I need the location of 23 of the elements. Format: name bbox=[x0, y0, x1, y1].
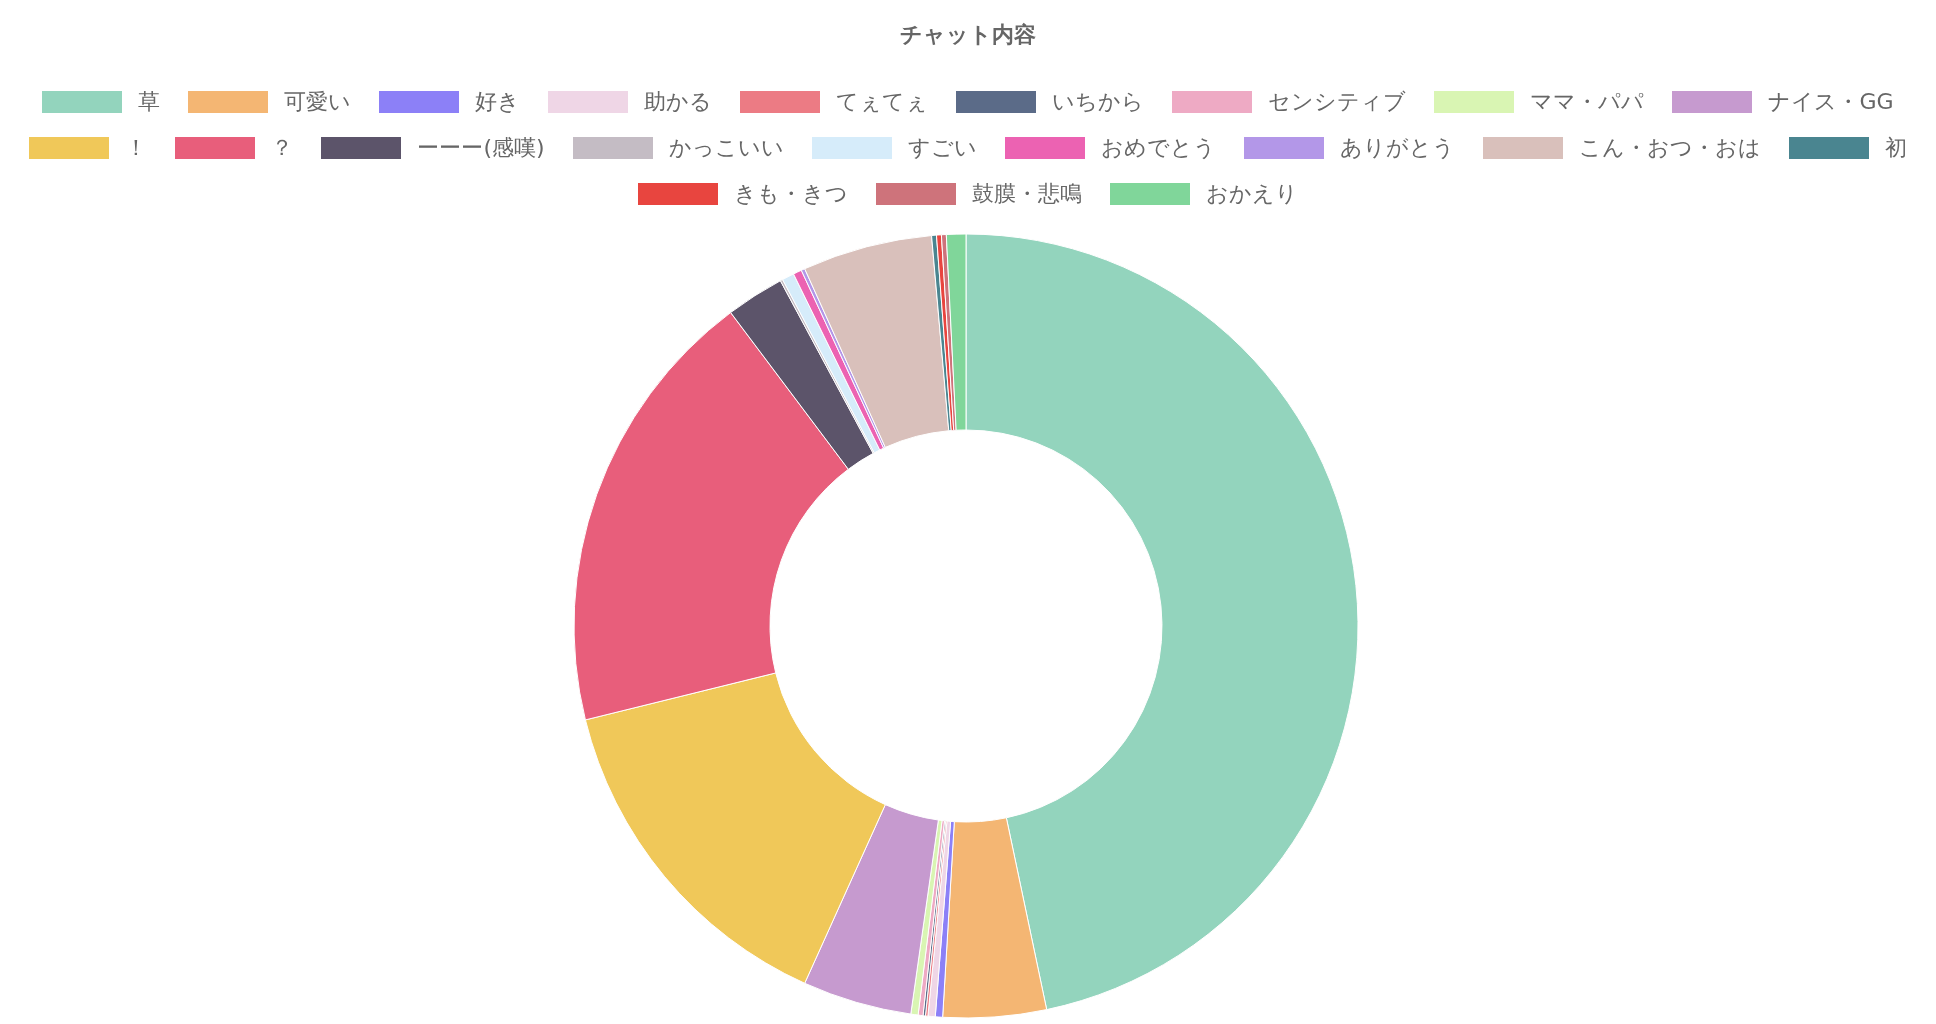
legend-label: 草 bbox=[138, 88, 161, 116]
legend-label: 可愛い bbox=[284, 88, 352, 116]
legend-label: ありがとう bbox=[1339, 134, 1455, 162]
legend-label: てぇてぇ bbox=[836, 88, 929, 116]
legend-label: 好き bbox=[475, 88, 521, 116]
donut-slice bbox=[804, 235, 950, 448]
legend-label: センシティブ bbox=[1268, 88, 1407, 116]
legend-label: いちから bbox=[1052, 88, 1145, 116]
legend-label: 助かる bbox=[644, 88, 713, 116]
legend-label: ママ・パパ bbox=[1530, 88, 1645, 116]
legend-label: おめでとう bbox=[1100, 134, 1216, 162]
legend-label: ナイス・GG bbox=[1768, 88, 1894, 116]
legend-label: ！ bbox=[125, 134, 148, 162]
legend-label: ？ bbox=[271, 134, 294, 162]
legend-label: ーーー(感嘆) bbox=[417, 134, 545, 162]
legend-label: おかえり bbox=[1206, 180, 1298, 208]
legend-label: こん・おつ・おは bbox=[1578, 134, 1761, 162]
legend-label: きも・きつ bbox=[734, 180, 848, 208]
legend-label: かっこいい bbox=[668, 134, 784, 162]
chart-title: チャット内容 bbox=[899, 21, 1037, 49]
legend-label: すごい bbox=[907, 134, 977, 162]
legend-label: 鼓膜・悲鳴 bbox=[972, 180, 1082, 208]
legend-label: 初 bbox=[1884, 134, 1907, 162]
